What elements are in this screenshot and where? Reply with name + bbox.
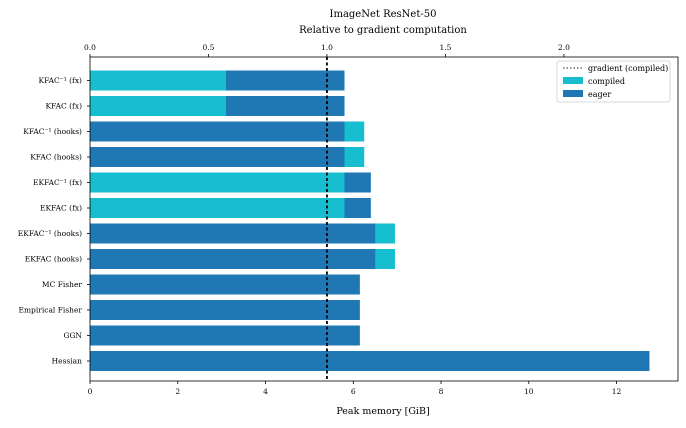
y-tick-label: EKFAC⁻¹ (fx): [33, 178, 82, 187]
secondary-x-tick-label: 0.5: [203, 43, 215, 52]
y-tick-label: Hessian: [52, 357, 83, 366]
bar-compiled-ekfac-fx: [90, 198, 345, 218]
y-tick-label: KFAC⁻¹ (hooks): [23, 127, 82, 136]
y-tick-label: EKFAC⁻¹ (hooks): [18, 229, 82, 238]
legend-eager-label: eager: [588, 90, 611, 99]
bar-eager-hessian: [90, 351, 650, 371]
secondary-x-tick-label: 0.0: [84, 43, 96, 52]
legend-compiled-swatch: [563, 77, 583, 84]
y-tick-label: EKFAC (hooks): [25, 255, 82, 264]
bar-eager-kfac-hooks: [90, 147, 345, 167]
y-tick-label: Empirical Fisher: [18, 306, 82, 315]
y-tick-label: KFAC⁻¹ (fx): [38, 76, 82, 85]
secondary-x-tick-label: 2.0: [558, 43, 570, 52]
chart-title: ImageNet ResNet-50: [330, 9, 437, 20]
legend-gradient-label: gradient (compiled): [588, 64, 668, 73]
bar-eager-empirical-fisher: [90, 300, 360, 320]
bar-eager-ekfac-hooks: [90, 249, 376, 269]
x-axis-ticks: 0 2 4 6 8 10 12: [88, 381, 622, 396]
legend: gradient (compiled) compiled eager: [556, 60, 671, 103]
y-tick-label: MC Fisher: [42, 280, 83, 289]
secondary-x-axis-title: Relative to gradient computation: [299, 25, 467, 36]
legend-frame: [556, 60, 671, 103]
bar-eager-mc-fisher: [90, 274, 360, 295]
x-tick-label: 12: [612, 387, 622, 396]
y-tick-label: GGN: [63, 331, 82, 340]
y-axis-ticks: KFAC⁻¹ (fx) KFAC (fx) KFAC⁻¹ (hooks) KFAC (…: [18, 76, 90, 366]
x-tick-label: 10: [524, 387, 534, 396]
legend-compiled-label: compiled: [588, 77, 625, 86]
bar-eager-ggn: [90, 325, 360, 346]
x-tick-label: 4: [263, 387, 268, 396]
y-tick-label: KFAC (fx): [45, 102, 82, 111]
y-tick-label: EKFAC (fx): [40, 204, 82, 213]
secondary-x-tick-label: 1.5: [439, 43, 451, 52]
bar-eager-ekfac-hooks: [90, 223, 376, 244]
bar-compiled-ekfac-fx: [90, 172, 345, 193]
bar-eager-kfac-hooks: [90, 121, 345, 142]
secondary-x-axis-ticks: 0.0 0.5 1.0 1.5 2.0: [84, 43, 570, 57]
bar-compiled-kfac-fx: [90, 96, 227, 116]
plot-frame: [89, 56, 679, 382]
bar-compiled-kfac-fx: [90, 70, 227, 91]
x-tick-label: 0: [88, 387, 93, 396]
x-tick-label: 2: [175, 387, 180, 396]
bars-group: [90, 70, 650, 371]
x-tick-label: 8: [439, 387, 444, 396]
y-tick-label: KFAC (hooks): [30, 153, 82, 162]
legend-eager-swatch: [563, 90, 583, 97]
secondary-x-tick-label: 1.0: [321, 43, 333, 52]
x-axis-title: Peak memory [GiB]: [336, 406, 429, 417]
x-tick-label: 6: [351, 387, 356, 396]
